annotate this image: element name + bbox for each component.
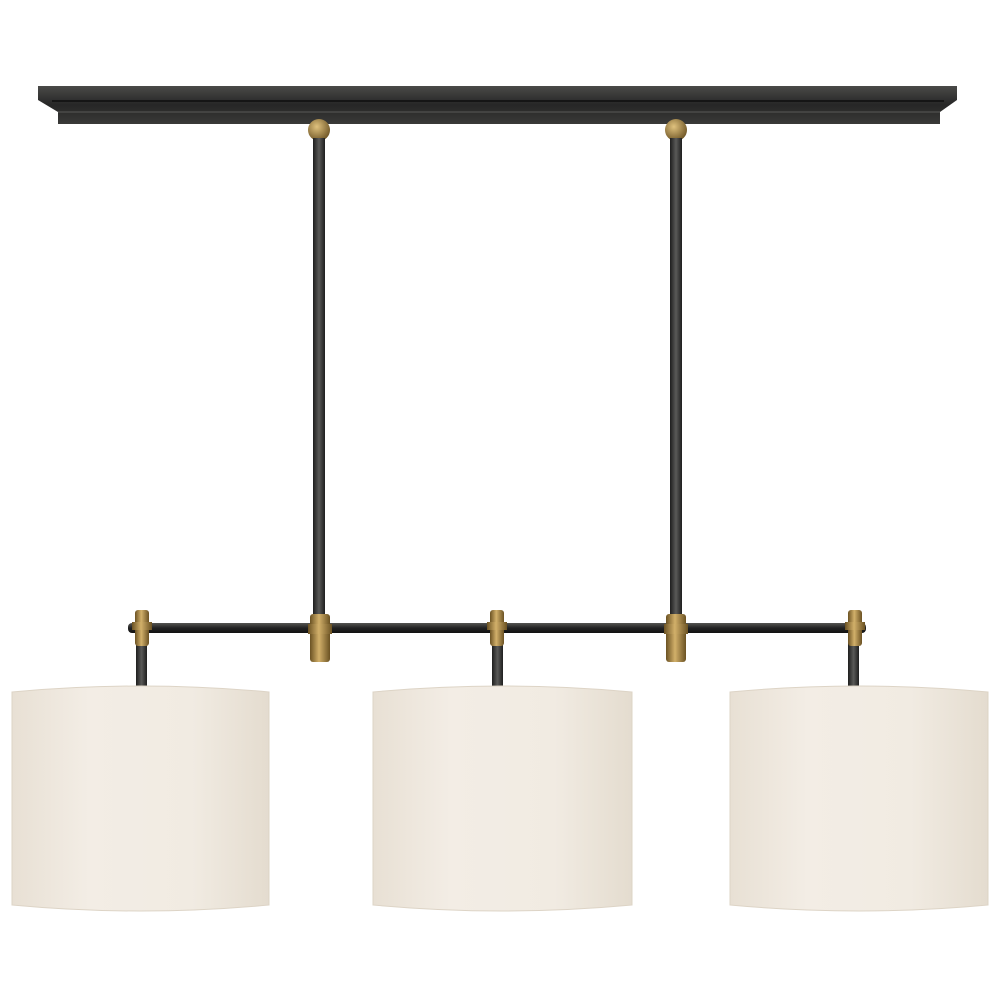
brass-finial	[308, 119, 330, 141]
lamp-shade-right	[729, 685, 989, 912]
brass-fitting	[308, 614, 332, 662]
support-stem	[670, 138, 682, 618]
shade-stem	[136, 636, 147, 686]
ceiling-canopy	[38, 86, 957, 124]
brass-finial	[665, 119, 687, 141]
shade-stem	[848, 636, 859, 686]
support-stem	[313, 138, 325, 618]
brass-fitting	[132, 610, 152, 646]
lamp-shade-center	[372, 685, 633, 912]
brass-fitting	[487, 610, 507, 646]
brass-fitting	[845, 610, 865, 646]
brass-fitting	[664, 614, 688, 662]
lamp-shade-left	[11, 685, 270, 912]
shade-stem	[492, 636, 503, 686]
